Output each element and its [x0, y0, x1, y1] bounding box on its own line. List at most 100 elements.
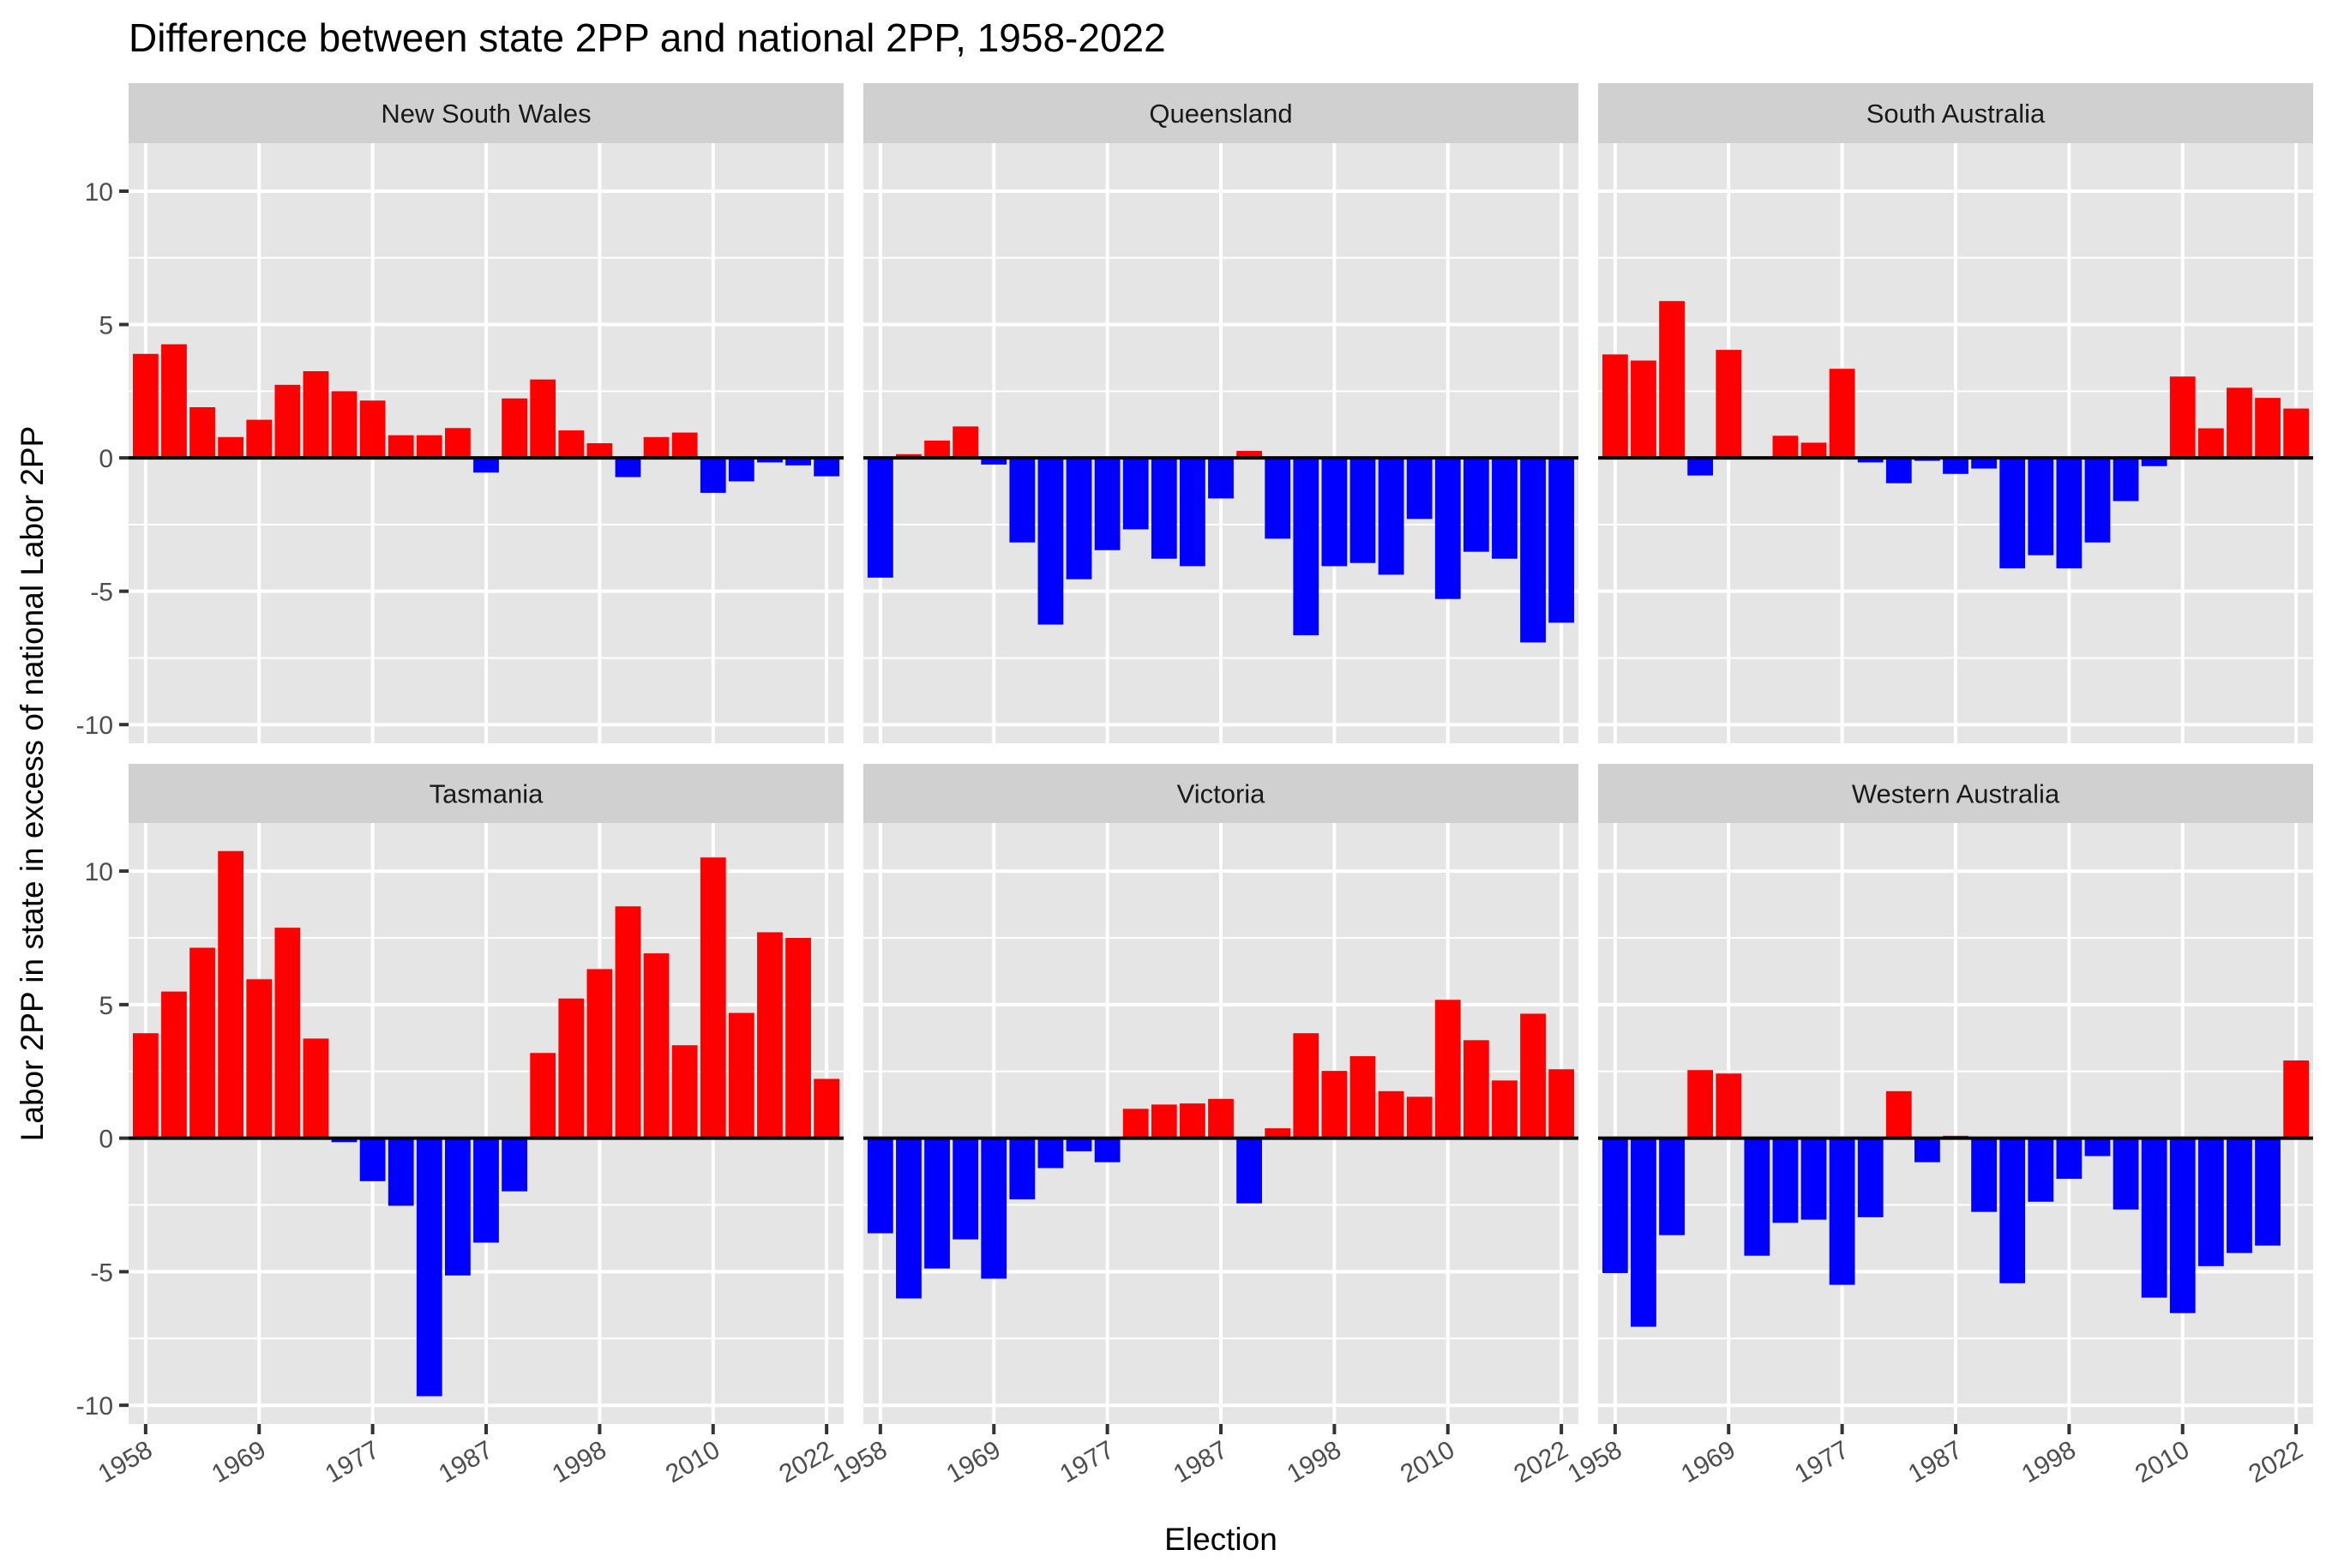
bar-1977 [359, 1138, 386, 1181]
bar-1966 [1687, 1070, 1714, 1138]
bar-2022 [814, 1078, 840, 1138]
bar-2022 [1548, 458, 1575, 623]
bar-1958 [132, 353, 159, 459]
bar-1961 [161, 991, 187, 1138]
bar-1977 [1829, 369, 1855, 459]
bar-2010 [700, 458, 726, 493]
facet-strip [129, 83, 844, 143]
bar-2013 [728, 1012, 754, 1138]
x-tick-label: 1998 [548, 1435, 611, 1488]
bar-2007 [2141, 458, 2167, 466]
bar-2010 [2169, 376, 2196, 459]
bar-2019 [1520, 1013, 1546, 1138]
x-tick-label: 2010 [1396, 1435, 1459, 1488]
y-tick-label: -5 [90, 1259, 113, 1287]
bar-2007 [671, 1045, 698, 1138]
bar-1993 [1265, 458, 1291, 539]
facet-panel-western-australia: Western Australia 1958 1969 1977 1987 1998 201… [1563, 764, 2313, 1488]
bar-1984 [1180, 458, 1205, 567]
bar-1990 [1971, 1138, 1997, 1212]
bar-1975 [1066, 1138, 1092, 1151]
bar-1998 [586, 969, 613, 1138]
bar-2001 [2084, 458, 2111, 543]
x-tick-label: 1969 [207, 1435, 270, 1488]
bar-1993 [530, 379, 556, 459]
bar-1958 [1602, 1138, 1628, 1273]
bar-2022 [2283, 1060, 2310, 1138]
bar-2013 [2197, 428, 2224, 459]
bar-2022 [1548, 1069, 1575, 1138]
bar-1983 [1885, 458, 1912, 484]
bar-2001 [1349, 458, 1376, 563]
facet-panels: New South Wales 10 5 0 -5 -10 Queensland South … [76, 83, 2313, 1488]
bar-1983 [416, 435, 442, 459]
bar-1990 [502, 398, 527, 459]
bar-1966 [953, 426, 979, 459]
bar-2013 [1463, 1040, 1489, 1138]
bar-2004 [1378, 1090, 1404, 1138]
bar-2010 [1434, 1000, 1461, 1138]
bar-1975 [1800, 442, 1827, 459]
bar-1996 [2028, 458, 2054, 556]
bar-1983 [416, 1138, 442, 1397]
facet-panel-tasmania: Tasmania 10 5 0 -5 -10 1958 1969 1977 1987 1998 201… [76, 764, 844, 1488]
bar-1996 [558, 430, 585, 459]
x-tick-label: 1969 [1676, 1435, 1740, 1488]
y-tick-label: 10 [85, 178, 113, 207]
bar-1975 [1066, 458, 1092, 580]
bar-2004 [1378, 458, 1404, 575]
bar-1996 [558, 998, 585, 1138]
facet-strip [863, 764, 1578, 823]
facet-strip-label: Victoria [1177, 779, 1266, 809]
bar-2022 [2283, 408, 2310, 459]
bar-1996 [1293, 458, 1319, 635]
bar-2016 [2227, 387, 2252, 459]
bar-1972 [274, 928, 301, 1138]
bar-2019 [2255, 1138, 2281, 1246]
bar-1977 [359, 400, 386, 459]
facet-panel-victoria: Victoria 1958 1969 1977 1987 1998 2010 2022 [828, 764, 1578, 1488]
x-tick-label: 2022 [1509, 1435, 1572, 1488]
bar-1987 [1208, 1098, 1234, 1138]
bar-1974 [303, 1038, 329, 1138]
bar-2013 [2197, 1138, 2224, 1266]
x-tick-label: 2010 [661, 1435, 724, 1488]
bar-1958 [132, 1033, 159, 1138]
x-tick-label: 2022 [774, 1435, 838, 1488]
bar-1958 [867, 458, 893, 578]
x-tick-label: 1998 [2017, 1435, 2081, 1488]
bar-2019 [785, 458, 811, 466]
bar-2010 [700, 857, 726, 1138]
bar-1984 [1180, 1103, 1205, 1138]
x-tick-label: 1987 [1903, 1435, 1967, 1488]
y-tick-label: 5 [99, 312, 113, 340]
bar-2007 [1406, 458, 1433, 520]
bar-1980 [1122, 458, 1149, 530]
bar-1961 [161, 344, 187, 459]
bar-1996 [1293, 1033, 1319, 1138]
bar-1974 [1772, 1138, 1799, 1223]
bar-1966 [218, 850, 244, 1138]
facet-panel-queensland: Queensland [863, 83, 1578, 743]
bar-2001 [1349, 1055, 1376, 1138]
bar-1974 [1772, 436, 1799, 459]
x-tick-label: 1977 [1055, 1435, 1119, 1488]
bar-1984 [445, 1138, 471, 1276]
bar-2019 [2255, 398, 2281, 459]
bar-1983 [1151, 1104, 1177, 1138]
bar-1969 [246, 979, 273, 1138]
bar-1969 [246, 419, 273, 459]
bar-1993 [1265, 1128, 1291, 1138]
bar-2016 [2227, 1138, 2252, 1253]
x-tick-label: 1958 [93, 1435, 157, 1488]
bar-2013 [1463, 458, 1489, 552]
bar-1966 [953, 1138, 979, 1240]
bar-2001 [2084, 1138, 2111, 1156]
bar-2001 [615, 458, 641, 478]
bar-1987 [473, 1138, 499, 1243]
bar-1963 [1659, 1138, 1685, 1235]
bar-1975 [331, 391, 358, 459]
y-axis-title: Labor 2PP in state in excess of national… [15, 426, 50, 1141]
bar-2007 [1406, 1096, 1433, 1138]
